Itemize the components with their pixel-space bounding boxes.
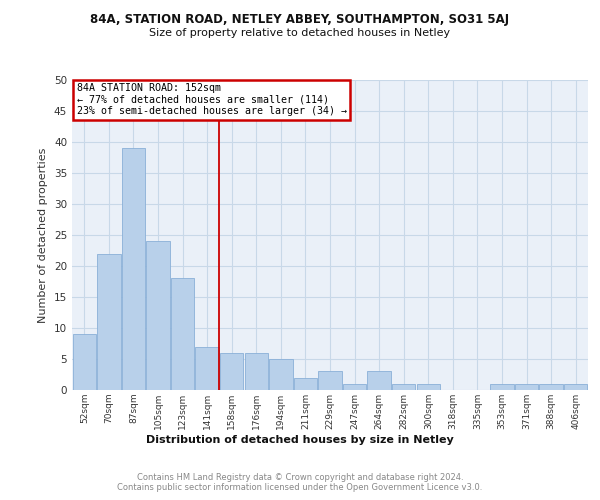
Text: Contains public sector information licensed under the Open Government Licence v3: Contains public sector information licen… [118,484,482,492]
Text: 84A STATION ROAD: 152sqm
← 77% of detached houses are smaller (114)
23% of semi-: 84A STATION ROAD: 152sqm ← 77% of detach… [77,83,347,116]
Text: Contains HM Land Registry data © Crown copyright and database right 2024.: Contains HM Land Registry data © Crown c… [137,472,463,482]
Bar [122,148,145,390]
Bar [220,353,244,390]
Bar [490,384,514,390]
Bar [515,384,538,390]
Bar [146,241,170,390]
Bar [416,384,440,390]
Text: 84A, STATION ROAD, NETLEY ABBEY, SOUTHAMPTON, SO31 5AJ: 84A, STATION ROAD, NETLEY ABBEY, SOUTHAM… [91,12,509,26]
Bar [73,334,96,390]
Bar [196,346,219,390]
Bar [343,384,366,390]
Y-axis label: Number of detached properties: Number of detached properties [38,148,49,322]
Bar [294,378,317,390]
Bar [269,359,293,390]
Bar [392,384,415,390]
Bar [539,384,563,390]
Bar [319,372,341,390]
Bar [171,278,194,390]
Text: Size of property relative to detached houses in Netley: Size of property relative to detached ho… [149,28,451,38]
Bar [367,372,391,390]
Bar [97,254,121,390]
Bar [564,384,587,390]
Text: Distribution of detached houses by size in Netley: Distribution of detached houses by size … [146,435,454,445]
Bar [245,353,268,390]
